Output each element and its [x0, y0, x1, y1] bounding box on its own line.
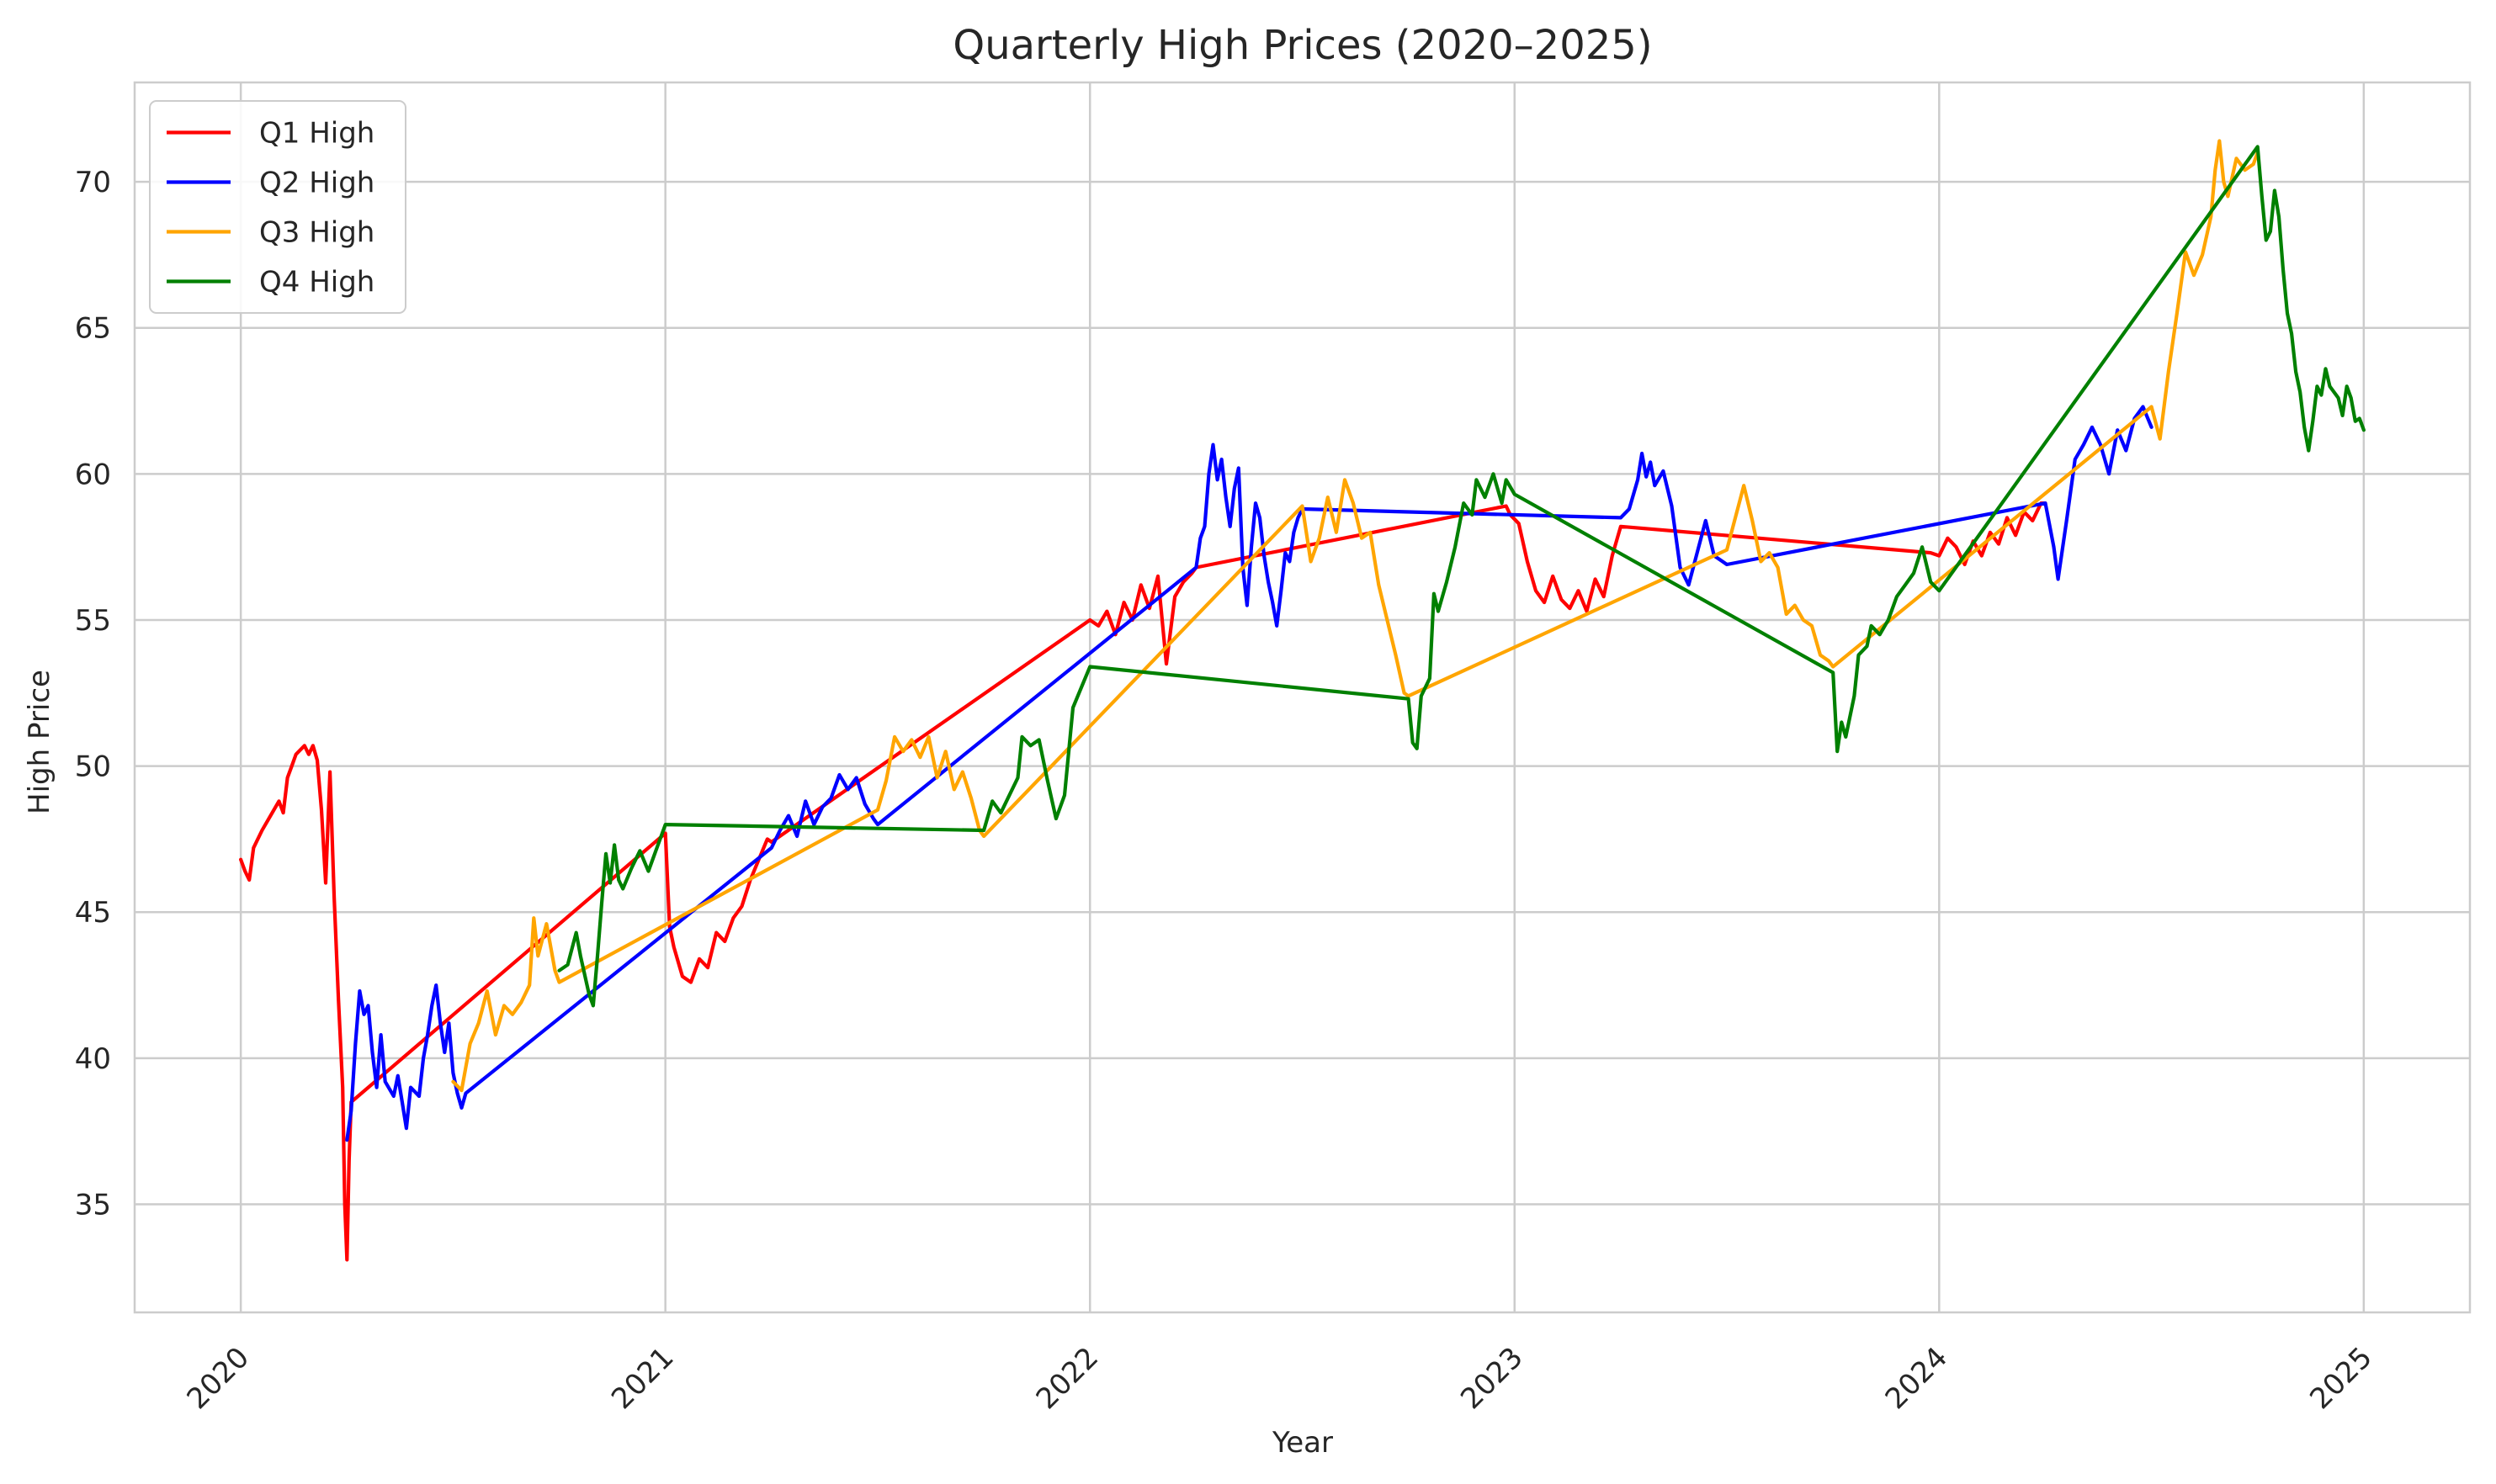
gridlines [135, 82, 2470, 1312]
y-tick-label: 65 [75, 312, 111, 346]
legend-label: Q4 High [259, 266, 374, 299]
y-tick-label: 50 [75, 750, 111, 784]
y-axis-title: High Price [23, 670, 56, 814]
y-tick-label: 35 [75, 1189, 111, 1222]
y-tick-label: 55 [75, 604, 111, 638]
legend-label: Q2 High [259, 167, 374, 200]
y-tick-label: 60 [75, 458, 111, 491]
y-tick-label: 45 [75, 896, 111, 930]
legend-label: Q3 High [259, 216, 374, 250]
x-axis-title: Year [1272, 1426, 1333, 1460]
series-line-q1-high [239, 501, 2047, 1262]
legend-box [149, 100, 406, 314]
legend-label: Q1 High [259, 117, 374, 151]
series-lines [239, 139, 2366, 1262]
chart-title: Quarterly High Prices (2020–2025) [953, 22, 1652, 69]
y-tick-label: 40 [75, 1042, 111, 1076]
plot-area-frame [133, 81, 2472, 1314]
y-tick-label: 70 [75, 166, 111, 199]
series-line-q4-high [557, 145, 2366, 1008]
series-line-q3-high [451, 139, 2260, 1093]
legend: Q1 High Q2 High Q3 High Q4 High [149, 100, 406, 314]
